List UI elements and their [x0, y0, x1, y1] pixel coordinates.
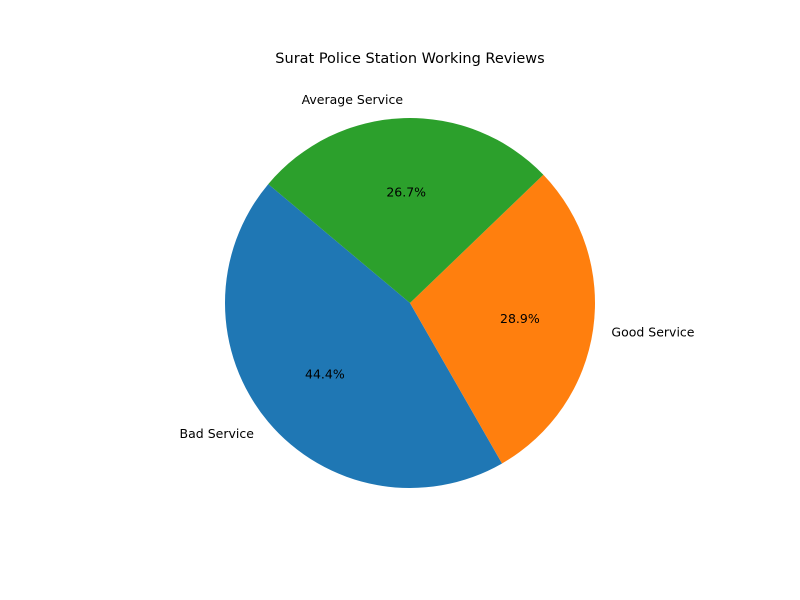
slice-percentage-label: 26.7%: [386, 185, 426, 200]
pie-slice-average-service: [268, 117, 544, 303]
pie-slices: [224, 117, 595, 488]
slice-label: Good Service: [611, 324, 694, 339]
chart-title: Surat Police Station Working Reviews: [275, 51, 544, 67]
pie-labels: Bad Service 44.4% Good Service 28.9% Average…: [180, 92, 695, 441]
pie-slice-bad-service: [224, 184, 503, 488]
slice-percentage-label: 44.4%: [305, 367, 345, 382]
slice-label: Average Service: [302, 92, 404, 107]
slice-percentage-label: 28.9%: [500, 311, 540, 326]
pie-slice-good-service: [410, 174, 595, 464]
slice-label: Bad Service: [180, 426, 255, 441]
